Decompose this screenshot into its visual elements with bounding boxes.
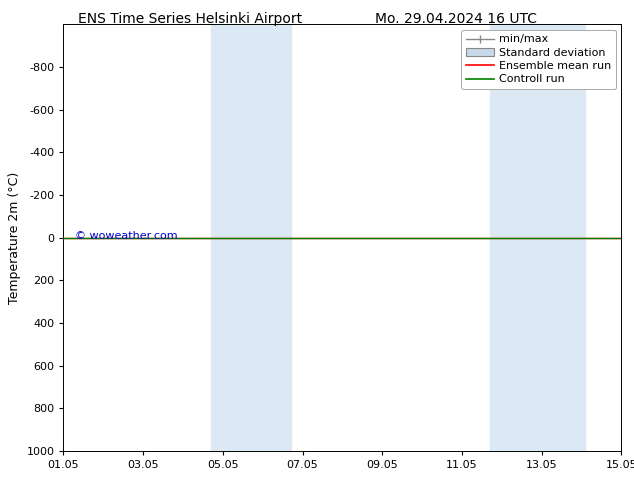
Text: © woweather.com: © woweather.com: [75, 230, 177, 241]
Text: Mo. 29.04.2024 16 UTC: Mo. 29.04.2024 16 UTC: [375, 12, 538, 26]
Bar: [211, 24, 290, 451]
Bar: [490, 24, 585, 451]
Y-axis label: Temperature 2m (°C): Temperature 2m (°C): [8, 172, 21, 304]
Legend: min/max, Standard deviation, Ensemble mean run, Controll run: min/max, Standard deviation, Ensemble me…: [462, 30, 616, 89]
Text: ENS Time Series Helsinki Airport: ENS Time Series Helsinki Airport: [78, 12, 302, 26]
